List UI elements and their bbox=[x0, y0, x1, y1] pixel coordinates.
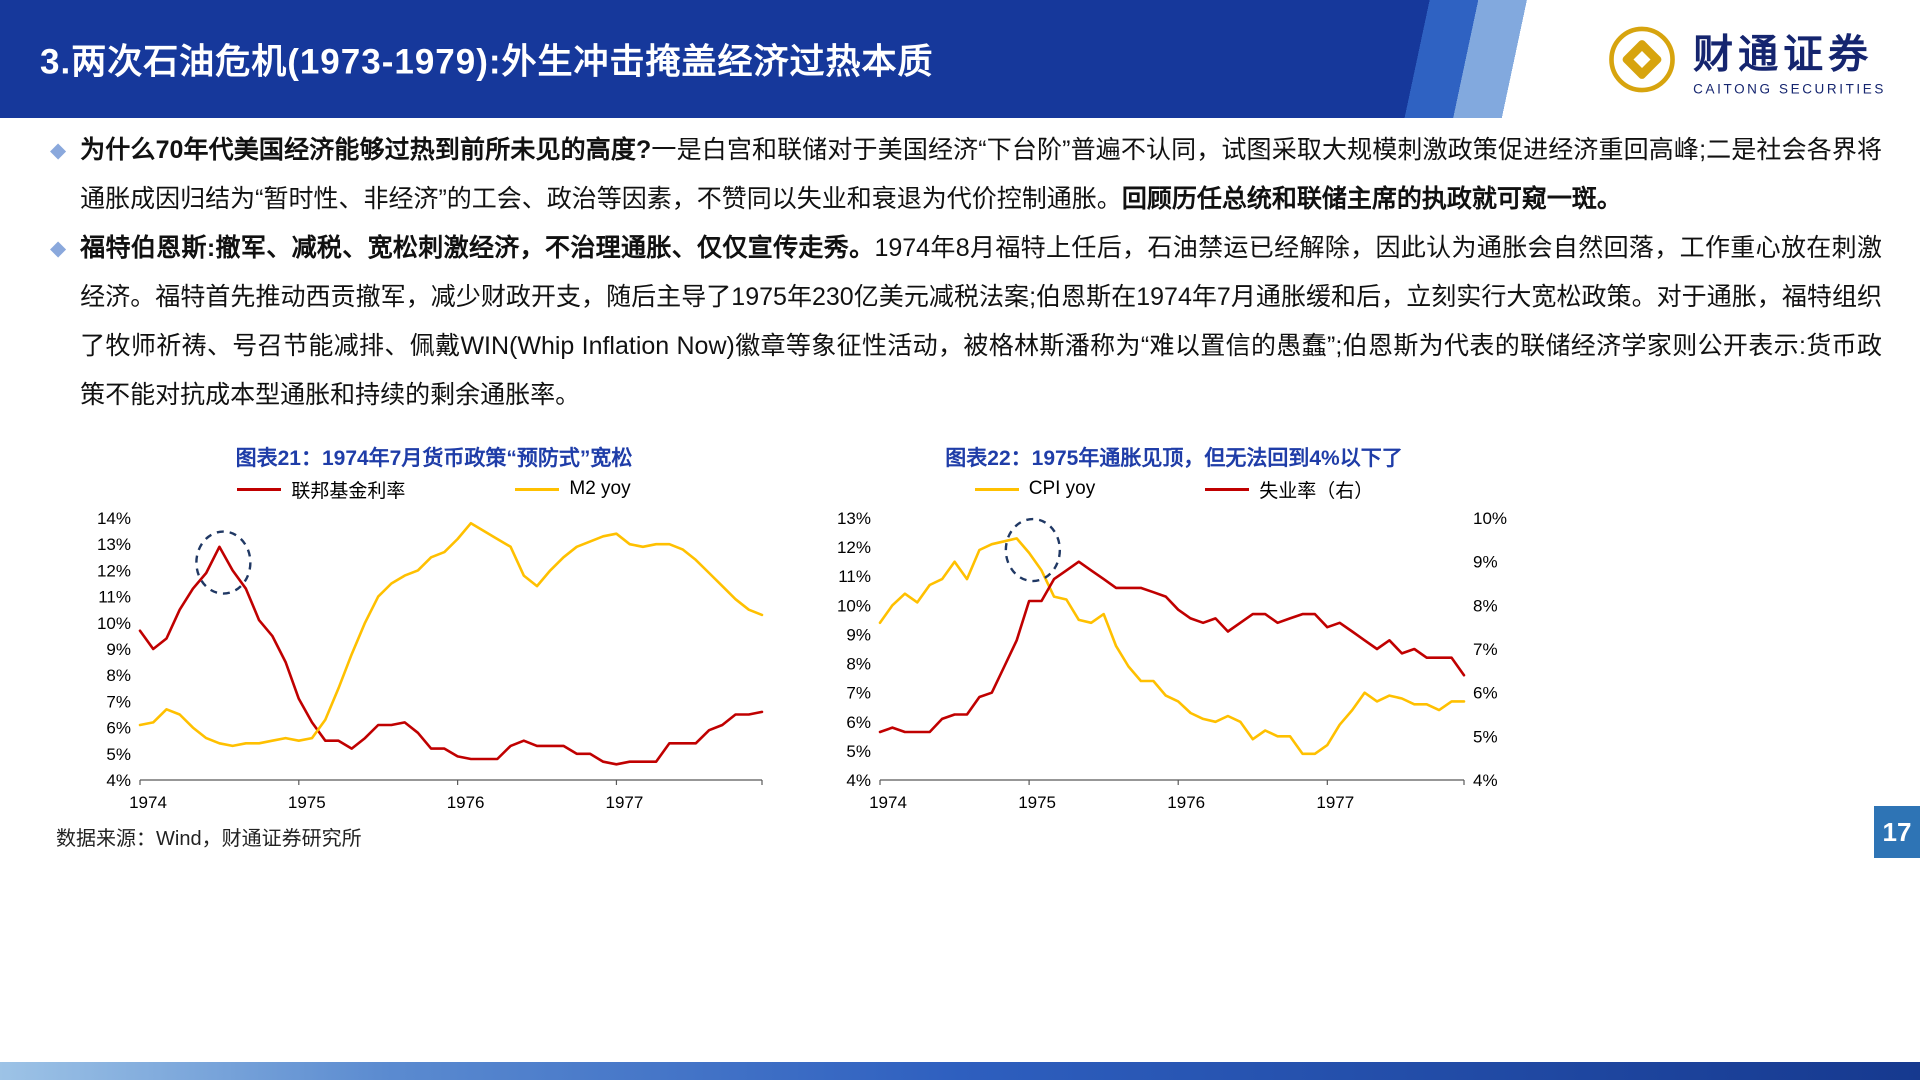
annotation-dashed-circle-icon bbox=[1004, 517, 1062, 583]
x-axis-tick-label: 1975 bbox=[1018, 793, 1056, 812]
x-axis-tick-label: 1975 bbox=[288, 793, 326, 812]
y-axis-tick-label: 6% bbox=[106, 719, 131, 738]
y-axis-tick-label: 4% bbox=[846, 771, 871, 790]
x-axis-tick-label: 1976 bbox=[1167, 793, 1205, 812]
logo-name-en: CAITONG SECURITIES bbox=[1693, 81, 1886, 97]
chart-block-22: 图表22：1975年通胀见顶，但无法回到4%以下了 CPI yoy 失业率（右） … bbox=[824, 444, 1524, 821]
y-axis-tick-label: 10% bbox=[837, 596, 871, 615]
y-axis-tick-label: 8% bbox=[846, 655, 871, 674]
y-axis-tick-label: 11% bbox=[98, 588, 131, 607]
y-axis-right-tick-label: 8% bbox=[1473, 596, 1498, 615]
legend-item: M2 yoy bbox=[515, 478, 631, 500]
bullet-text: 为什么70年代美国经济能够过热到前所未见的高度?一是白宫和联储对于美国经济“下台… bbox=[80, 136, 1882, 213]
bullet-item: ◆ 为什么70年代美国经济能够过热到前所未见的高度?一是白宫和联储对于美国经济“下… bbox=[50, 126, 1882, 224]
y-axis-tick-label: 4% bbox=[106, 771, 131, 790]
legend-item: 失业率（右） bbox=[1205, 476, 1373, 503]
header: 3.两次石油危机(1973-1979):外生冲击掩盖经济过热本质 财通证券 CA… bbox=[0, 0, 1920, 118]
charts-row: 图表21：1974年7月货币政策“预防式”宽松 联邦基金利率 M2 yoy 4% 5… bbox=[84, 444, 1524, 821]
legend-line-swatch bbox=[1205, 487, 1250, 491]
logo-name-cn: 财通证券 bbox=[1693, 31, 1874, 77]
chart-21-title: 图表21：1974年7月货币政策“预防式”宽松 bbox=[235, 447, 633, 470]
line-chart-cpi-unemployment: 4% 5% 6% 7% 8% 9% 10% 11% 12% 13% 4% 5% 6% 7% 8% 9% 10% 1… bbox=[837, 509, 1507, 812]
bullet-list: ◆ 为什么70年代美国经济能够过热到前所未见的高度?一是白宫和联储对于美国经济“下… bbox=[50, 126, 1882, 420]
y-axis-tick-label: 12% bbox=[837, 538, 871, 557]
data-source: 数据来源：Wind，财通证券研究所 bbox=[56, 828, 362, 850]
x-axis-tick-label: 1977 bbox=[1316, 793, 1354, 812]
legend-label: 联邦基金利率 bbox=[291, 480, 406, 502]
chart-22-legend: CPI yoy 失业率（右） bbox=[824, 474, 1524, 504]
line-chart-fed-funds-m2: 4% 5% 6% 7% 8% 9% 10% 11% 12% 13% 14% 1974 1975 1976 1… bbox=[97, 509, 764, 812]
chart-series-line-1 bbox=[138, 521, 764, 748]
bullet-item: ◆ 福特伯恩斯:撤军、减税、宽松刺激经济，不治理通胀、仅仅宣传走秀。1974年8月… bbox=[50, 224, 1882, 420]
y-axis-tick-label: 13% bbox=[97, 535, 131, 554]
x-axis-tick-label: 1976 bbox=[447, 793, 485, 812]
legend-line-swatch bbox=[515, 487, 560, 491]
y-axis-tick-label: 8% bbox=[106, 666, 131, 685]
y-axis-right-tick-label: 10% bbox=[1473, 509, 1507, 528]
chart-block-21: 图表21：1974年7月货币政策“预防式”宽松 联邦基金利率 M2 yoy 4% 5… bbox=[84, 444, 784, 821]
page-number-badge: 17 bbox=[1874, 806, 1920, 858]
legend-item: 联邦基金利率 bbox=[237, 476, 405, 503]
caitong-emblem-icon bbox=[1609, 26, 1676, 92]
y-axis-right-tick-label: 4% bbox=[1473, 771, 1498, 790]
y-axis-tick-label: 9% bbox=[106, 640, 131, 659]
chart-22-title: 图表22：1975年通胀见顶，但无法回到4%以下了 bbox=[945, 447, 1403, 470]
page-title: 3.两次石油危机(1973-1979):外生冲击掩盖经济过热本质 bbox=[40, 42, 934, 82]
chart-series-line-1 bbox=[878, 560, 1466, 734]
y-axis-tick-label: 7% bbox=[846, 684, 871, 703]
y-axis-tick-label: 9% bbox=[846, 625, 871, 644]
bottom-bar bbox=[0, 1062, 1920, 1080]
diamond-bullet-icon: ◆ bbox=[50, 139, 67, 162]
y-axis-tick-label: 13% bbox=[837, 509, 871, 528]
y-axis-right-tick-label: 6% bbox=[1473, 684, 1498, 703]
y-axis-right-tick-label: 9% bbox=[1473, 553, 1498, 572]
logo: 财通证券 CAITONG SECURITIES bbox=[1605, 22, 1886, 97]
x-axis-tick-label: 1974 bbox=[869, 793, 907, 812]
legend-line-swatch bbox=[237, 487, 282, 491]
x-axis-tick-label: 1977 bbox=[606, 793, 644, 812]
y-axis-right-tick-label: 7% bbox=[1473, 640, 1498, 659]
legend-label: CPI yoy bbox=[1028, 478, 1096, 499]
x-axis-tick-label: 1974 bbox=[129, 793, 167, 812]
y-axis-tick-label: 10% bbox=[97, 614, 131, 633]
y-axis-tick-label: 14% bbox=[97, 509, 131, 528]
diamond-bullet-icon: ◆ bbox=[50, 237, 67, 260]
y-axis-right-tick-label: 5% bbox=[1473, 727, 1498, 746]
legend-label: 失业率（右） bbox=[1259, 480, 1374, 502]
y-axis-tick-label: 7% bbox=[106, 692, 131, 711]
chart-series-line-0 bbox=[878, 537, 1466, 756]
y-axis-tick-label: 5% bbox=[106, 745, 131, 764]
chart-series-line-0 bbox=[138, 545, 764, 766]
y-axis-tick-label: 11% bbox=[838, 567, 871, 586]
legend-item: CPI yoy bbox=[974, 478, 1096, 500]
y-axis-tick-label: 5% bbox=[846, 742, 871, 761]
chart-21-legend: 联邦基金利率 M2 yoy bbox=[84, 474, 784, 504]
legend-label: M2 yoy bbox=[569, 478, 631, 499]
y-axis-tick-label: 6% bbox=[846, 713, 871, 732]
y-axis-tick-label: 12% bbox=[97, 561, 131, 580]
legend-line-swatch bbox=[974, 487, 1019, 491]
bullet-text: 福特伯恩斯:撤军、减税、宽松刺激经济，不治理通胀、仅仅宣传走秀。1974年8月福… bbox=[80, 234, 1882, 409]
logo-text: 财通证券 CAITONG SECURITIES bbox=[1693, 22, 1886, 97]
